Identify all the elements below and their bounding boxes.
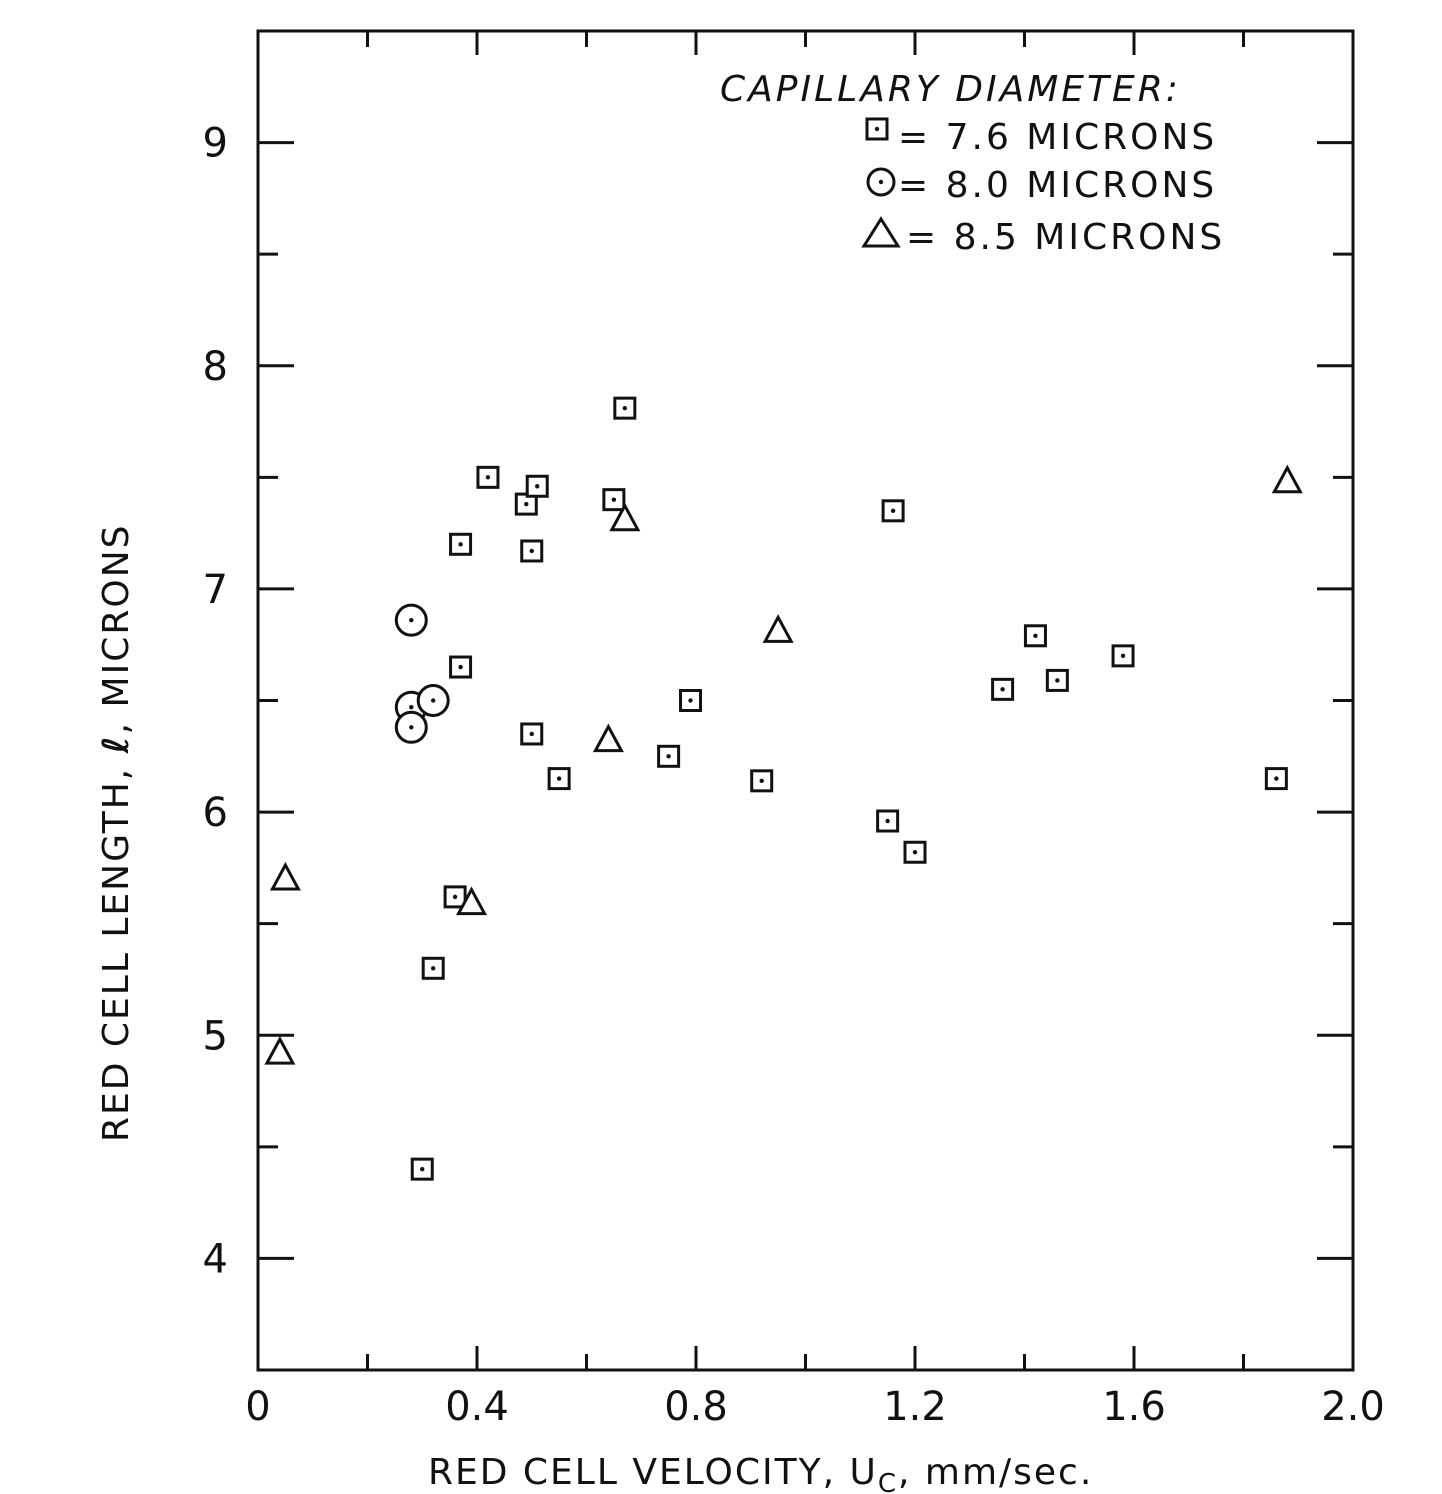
data-point-square-dot [458, 664, 463, 670]
data-point-square-dot [556, 776, 562, 781]
legend-entry-circle: = 8.0 MICRONS [866, 165, 1217, 206]
x-axis-label-subscript: C [878, 1469, 898, 1494]
data-point-square-dot [1000, 687, 1005, 692]
y-axis-label-suffix: , MICRONS [96, 524, 137, 735]
data-point-square-dot [1120, 653, 1126, 659]
data-point-square-dot [485, 475, 491, 480]
y-tick-label: 6 [203, 790, 228, 836]
data-point-triangle [456, 886, 488, 916]
data-point-triangle [762, 614, 794, 643]
y-tick-label: 7 [203, 567, 228, 613]
data-point-square-dot [912, 850, 918, 855]
data-point-triangle [592, 723, 624, 753]
legend-entry-triangle: = 8.5 MICRONS [861, 216, 1225, 258]
data-point-square-dot [1274, 776, 1279, 781]
x-axis-label: RED CELL VELOCITY, UC, mm/sec. [428, 1452, 1093, 1494]
data-point-square-dot [885, 818, 890, 824]
data-point-square-dot [890, 508, 896, 514]
data-point-square-dot [452, 894, 458, 900]
data-point-triangle [264, 1035, 296, 1065]
data-point-circle-dot [431, 698, 436, 703]
legend-circle-marker-dot [878, 179, 884, 185]
data-point-square-dot [1033, 633, 1038, 638]
data-point-square-dot [759, 778, 764, 784]
legend-title: CAPILLARY DIAMETER: [720, 69, 1181, 110]
y-axis-label-symbol: ℓ [96, 734, 137, 754]
x-axis-label-text: RED CELL VELOCITY, U [428, 1452, 878, 1493]
x-tick-label: 1.2 [883, 1384, 947, 1430]
data-point-square-dot [458, 542, 463, 547]
legend-label-square: = 7.6 MICRONS [898, 117, 1217, 158]
data-point-circle-dot [409, 617, 414, 623]
x-axis-label-unit: , mm/sec. [898, 1452, 1093, 1493]
data-point-triangle [269, 861, 301, 891]
data-point-square-dot [420, 1166, 425, 1172]
data-points [264, 396, 1303, 1181]
y-axis-label: RED CELL LENGTH, ℓ, MICRONS [96, 524, 137, 1142]
data-point-triangle [609, 502, 641, 532]
legend-label-triangle: = 8.5 MICRONS [906, 217, 1225, 258]
data-point-triangle [1271, 464, 1303, 494]
legend: CAPILLARY DIAMETER: = 7.6 MICRONS = 8.0 … [720, 69, 1225, 258]
x-tick-label: 0.4 [445, 1384, 509, 1430]
y-tick-label: 9 [203, 121, 228, 167]
data-point-circle-dot [409, 725, 414, 730]
x-tick-label: 0.8 [664, 1384, 728, 1430]
data-point-square-dot [431, 966, 436, 971]
data-point-square-dot [1055, 678, 1060, 683]
data-point-circle-dot [409, 704, 414, 710]
y-tick-label: 5 [203, 1013, 228, 1059]
data-point-square-dot [622, 405, 628, 411]
y-tick-label: 4 [203, 1236, 228, 1282]
data-point-square-dot [529, 731, 534, 737]
x-axis: 0 0.4 0.8 1.2 1.6 2.0 [245, 31, 1385, 1430]
x-tick-label: 2.0 [1321, 1384, 1385, 1430]
data-point-square-dot [524, 501, 529, 507]
legend-square-marker-dot [874, 126, 880, 132]
y-axis-label-prefix: RED CELL LENGTH, [96, 753, 137, 1142]
y-tick-label: 8 [203, 344, 228, 390]
legend-entry-square: = 7.6 MICRONS [865, 117, 1217, 158]
x-tick-label: 1.6 [1102, 1384, 1166, 1430]
x-tick-label: 0 [245, 1384, 270, 1430]
data-point-square-dot [666, 754, 671, 759]
data-point-square-dot [535, 484, 540, 489]
legend-label-circle: = 8.0 MICRONS [898, 165, 1217, 206]
data-point-square-dot [529, 548, 534, 554]
data-point-square-dot [688, 698, 693, 703]
legend-triangle-marker [861, 216, 901, 248]
data-point-square-dot [611, 497, 617, 502]
y-axis: 4 5 6 7 8 9 [203, 121, 1353, 1282]
